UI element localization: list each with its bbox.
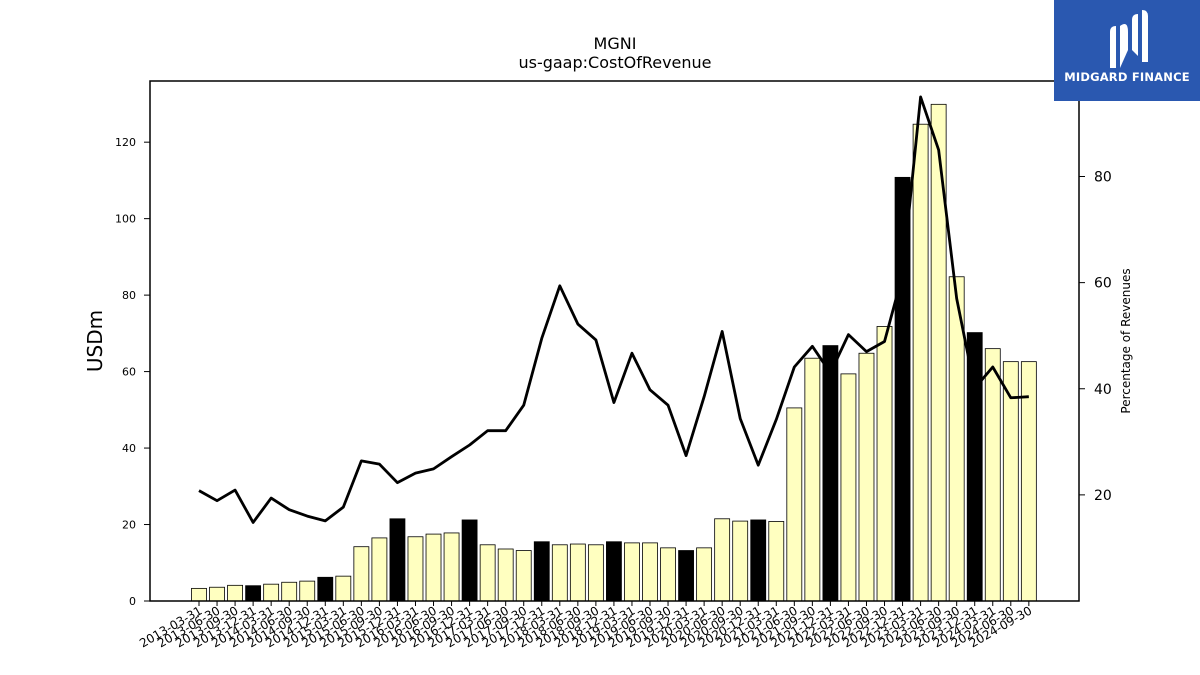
bar-2019-12-31 [678, 550, 694, 602]
y-tick-label: 20 [122, 519, 136, 532]
bar-2019-06-30 [642, 542, 658, 602]
bar-2023-06-30 [930, 103, 947, 602]
bar-2024-03-31 [984, 348, 1001, 602]
y-axis-label: USDm [83, 310, 107, 372]
bar-2018-09-30 [587, 544, 604, 602]
bar-2014-03-31 [263, 583, 280, 602]
bar-2017-12-31 [533, 541, 550, 602]
bar-2021-09-30 [804, 357, 821, 602]
y2-axis-label: Percentage of Revenues [1119, 268, 1133, 413]
percentage-line [198, 95, 1029, 524]
x-axis: 2013-03-312013-06-302013-09-302013-12-31… [137, 601, 1034, 650]
bar-2017-09-30 [515, 550, 532, 602]
brand-name: MIDGARD FINANCE [1064, 70, 1190, 84]
plot-frame [149, 80, 1080, 602]
bar-2015-03-31 [335, 575, 352, 602]
bar-2019-03-31 [624, 542, 640, 602]
y2-tick-label: 40 [1094, 382, 1112, 398]
y2-axis: 20 40 60 80 [1079, 170, 1112, 504]
bar-2022-06-30 [858, 352, 875, 602]
chart-title: MGNI [594, 34, 637, 53]
y-tick-label: 0 [129, 595, 136, 608]
bar-2013-12-31 [245, 585, 262, 602]
bar-2022-09-30 [876, 326, 893, 602]
bar-2016-03-31 [407, 536, 424, 602]
bar-2013-03-31 [191, 587, 207, 602]
bar-2016-06-30 [425, 533, 442, 602]
y2-tick-label: 20 [1094, 488, 1112, 504]
bar-2017-06-30 [497, 548, 514, 602]
bar-2023-12-31 [966, 332, 983, 602]
bar-2022-12-31 [894, 176, 911, 602]
bar-2014-06-30 [281, 581, 298, 602]
bar-2020-12-31 [750, 519, 767, 602]
bar-2016-12-31 [461, 519, 478, 602]
bar-2015-12-31 [389, 518, 406, 602]
y-tick-label: 100 [115, 213, 136, 226]
bar-2019-09-30 [660, 547, 676, 602]
midgard-logo-icon [1110, 10, 1148, 68]
brand-logo: MIDGARD FINANCE [1054, 0, 1200, 101]
bar-2018-12-31 [606, 541, 622, 602]
bar-2020-03-31 [696, 547, 713, 602]
y-tick-label: 120 [115, 136, 136, 149]
bar-2014-12-31 [317, 576, 334, 602]
bar-2023-03-31 [912, 123, 929, 602]
bar-2015-09-30 [371, 537, 388, 602]
chart-subtitle: us-gaap:CostOfRevenue [518, 53, 711, 72]
bar-2022-03-31 [840, 373, 857, 602]
y2-tick-label: 80 [1094, 170, 1112, 186]
bar-2014-09-30 [299, 580, 316, 602]
bar-2021-03-31 [768, 521, 785, 602]
bar-2015-06-30 [353, 546, 370, 602]
y-axis: 0 20 40 60 80 100 120 [115, 136, 150, 608]
y2-tick-label: 60 [1094, 276, 1112, 292]
bar-2021-12-31 [822, 345, 839, 602]
bar-2018-03-31 [551, 544, 568, 602]
bar-2016-09-30 [443, 532, 460, 602]
y-tick-label: 80 [122, 289, 136, 302]
y-tick-label: 60 [122, 366, 136, 379]
bars-layer [191, 103, 1037, 602]
line-layer [198, 95, 1029, 524]
bar-2013-06-30 [209, 586, 225, 602]
bar-2018-06-30 [569, 543, 586, 602]
y-tick-label: 40 [122, 442, 136, 455]
bar-2020-06-30 [714, 518, 731, 602]
bar-2021-06-30 [786, 407, 803, 602]
bar-2013-09-30 [227, 584, 243, 602]
bar-2020-09-30 [732, 520, 749, 602]
bar-2017-03-31 [479, 544, 496, 602]
